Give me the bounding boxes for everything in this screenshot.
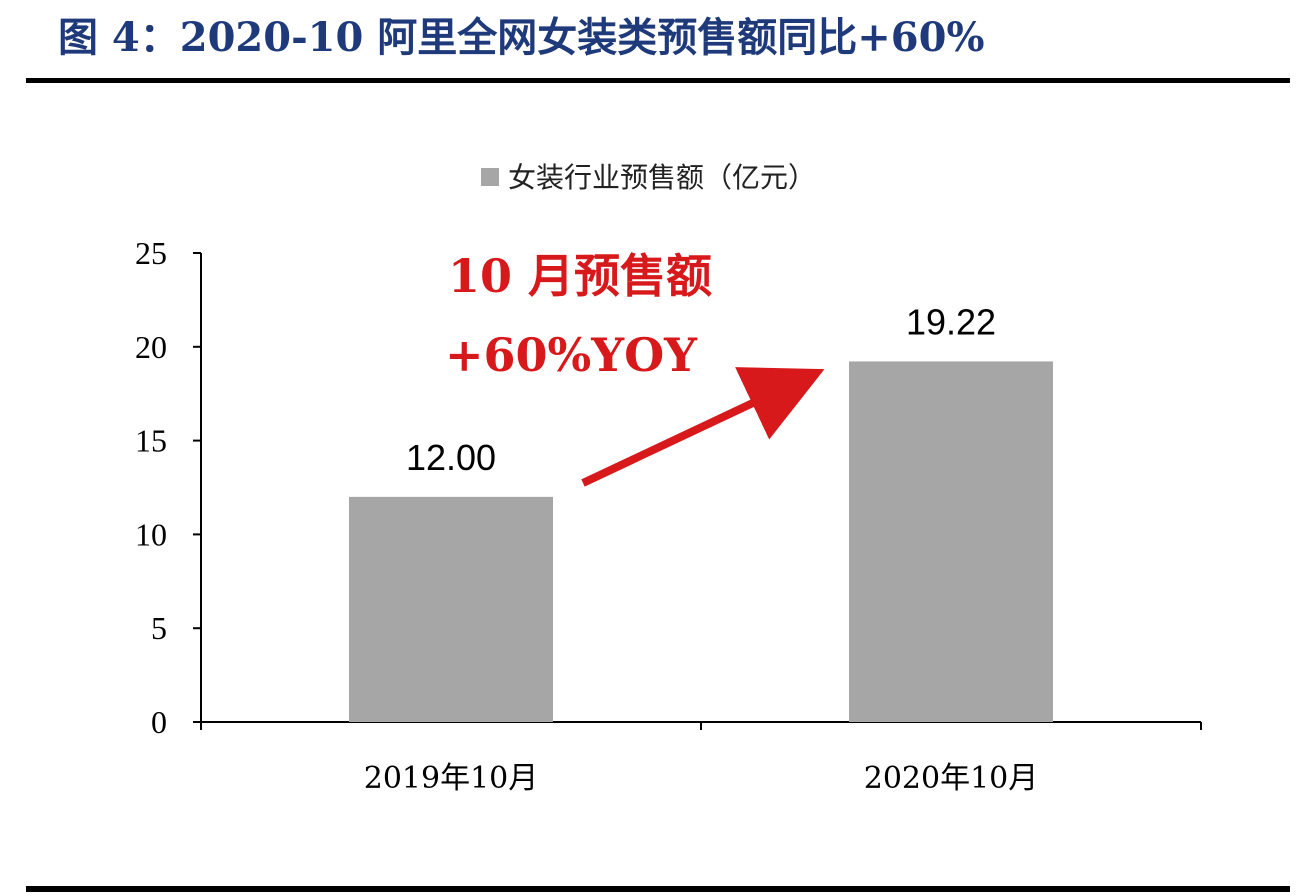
- x-axis: [200, 721, 1202, 730]
- figure-title: 图 4：2020-10 阿里全网女装类预售额同比+60%: [58, 14, 985, 61]
- x-tick-label: 2019年10月: [364, 761, 539, 796]
- top-rule: [26, 78, 1290, 83]
- y-tick-label: 0: [151, 704, 167, 740]
- y-tick-label: 5: [151, 610, 167, 646]
- y-axis: 0 5 10 15 20 25: [135, 235, 202, 740]
- y-tick-label: 25: [135, 235, 167, 271]
- legend-label: 女装行业预售额（亿元）: [508, 161, 816, 194]
- value-labels: 12.00 19.22: [406, 301, 996, 477]
- category-labels: 2019年10月 2020年10月: [364, 761, 1039, 796]
- y-tick-label: 20: [135, 329, 167, 365]
- bar: [849, 361, 1053, 722]
- bars: [349, 361, 1053, 722]
- bar: [349, 496, 553, 722]
- legend-swatch: [481, 168, 499, 186]
- y-tick-label: 10: [135, 516, 167, 552]
- bottom-rule: [26, 886, 1290, 892]
- growth-arrow: [581, 367, 825, 487]
- annotation-line-2: +60%YOY: [445, 328, 698, 382]
- x-tick-label: 2020年10月: [864, 761, 1039, 796]
- data-label: 19.22: [906, 301, 996, 342]
- annotation-line-1: 10 月预售额: [448, 249, 712, 303]
- data-label: 12.00: [406, 437, 496, 478]
- y-tick-label: 15: [135, 423, 167, 459]
- growth-annotation: 10 月预售额 +60%YOY: [445, 249, 825, 487]
- legend: 女装行业预售额（亿元）: [481, 161, 816, 194]
